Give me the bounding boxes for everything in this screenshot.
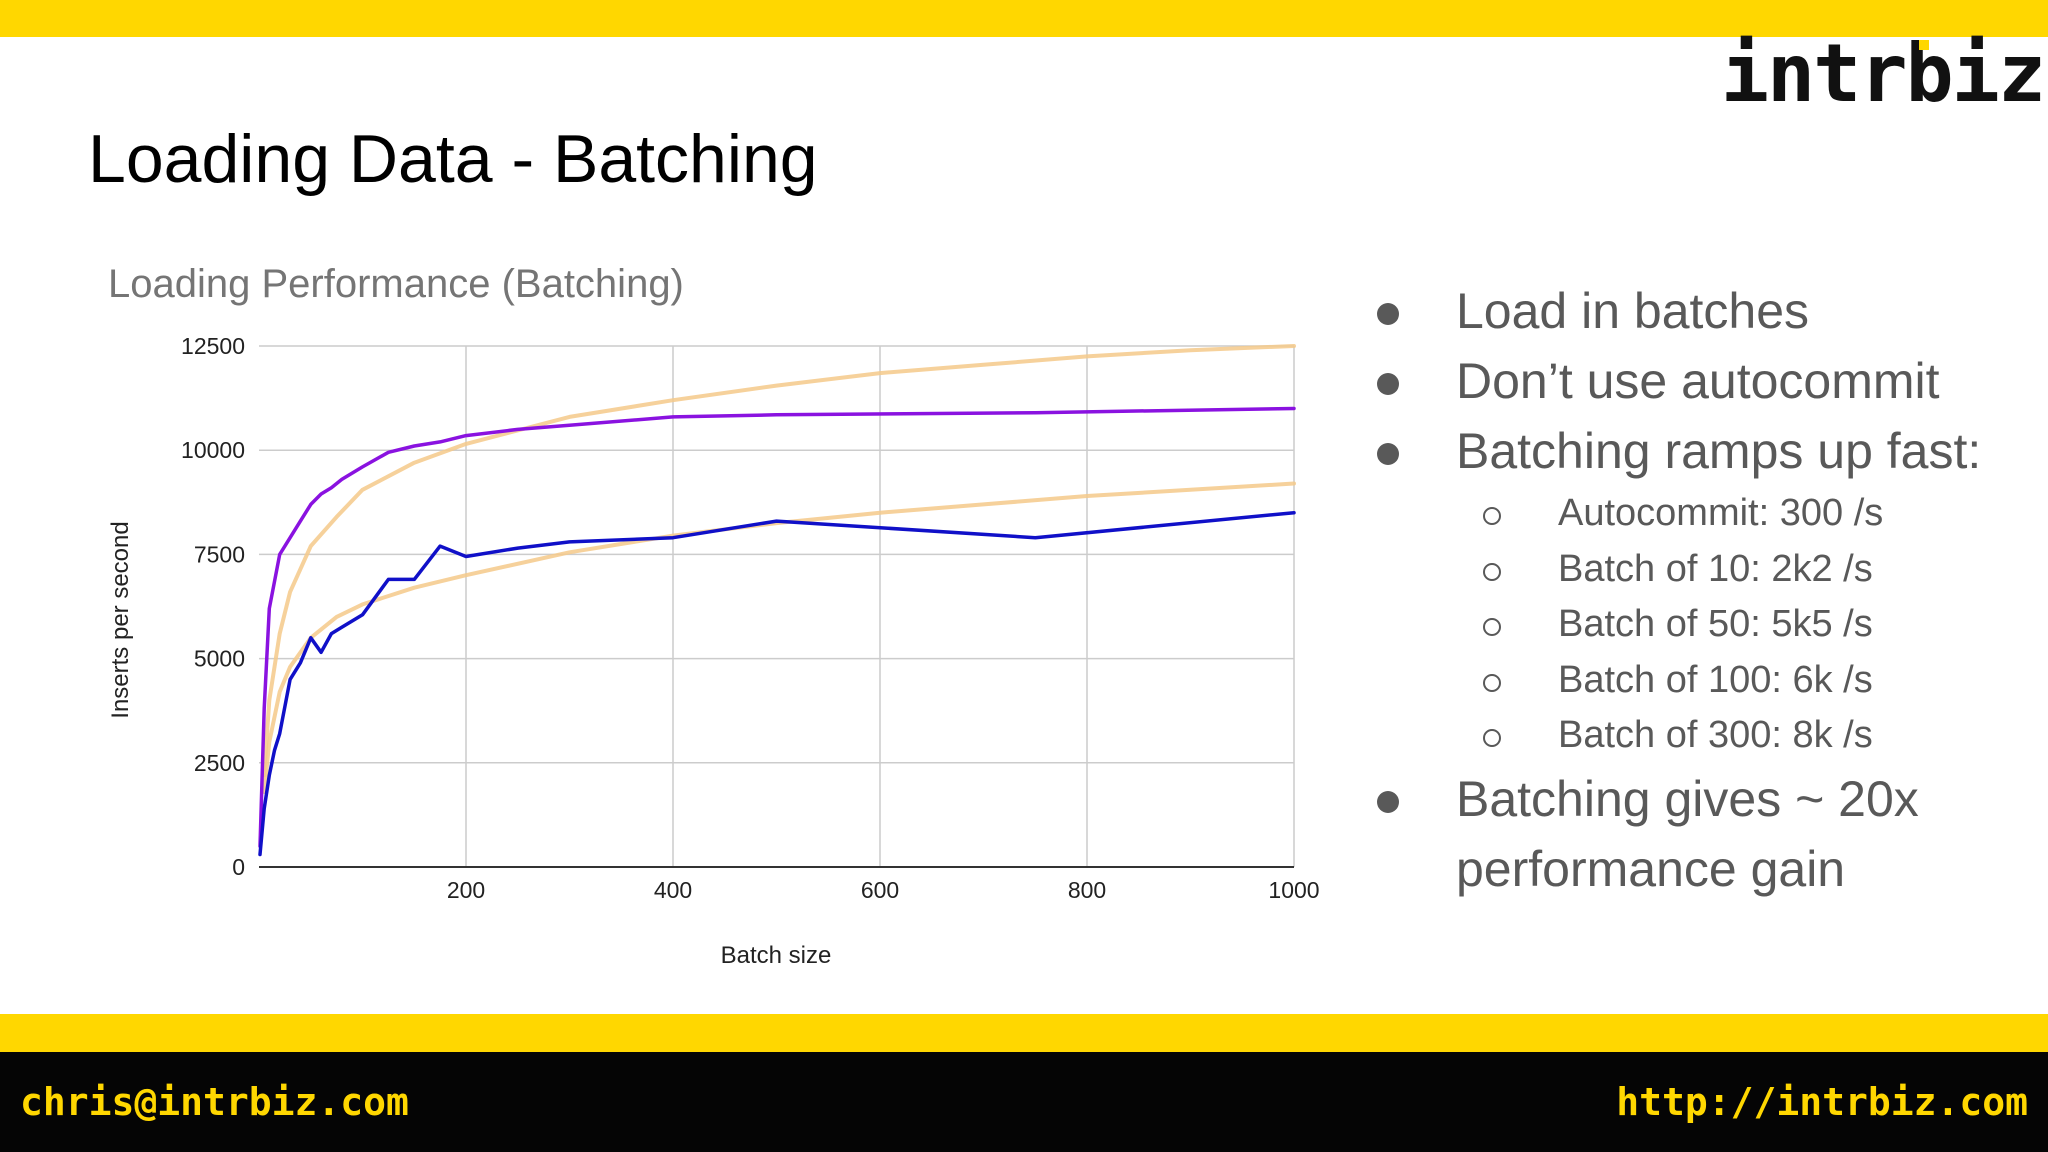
sub-bullet-ring [1483, 618, 1501, 637]
footer-email: chris@intrbiz.com [20, 1080, 409, 1124]
y-tick-label: 12500 [181, 333, 245, 359]
x-tick-label: 400 [654, 877, 692, 903]
bullet-load-in-batches: Load in batches [1370, 276, 2030, 346]
chart-tick-labels: 0 2500 5000 7500 10000 12500 200 400 600 800 1000 [181, 333, 1320, 903]
bullet-dot [1377, 443, 1399, 465]
slide-title: Loading Data - Batching [88, 121, 818, 197]
bullet-text: Don’t use autocommit [1456, 353, 1940, 409]
chart-title: Loading Performance (Batching) [108, 262, 684, 306]
logo-text: intrbiz [1720, 27, 2046, 120]
sub-bullet-autocommit: Autocommit: 300 /s [1370, 486, 2030, 542]
bottom-accent-bar [0, 1014, 2048, 1052]
x-tick-label: 200 [447, 877, 485, 903]
sub-bullet-list: Autocommit: 300 /s Batch of 10: 2k2 /s B… [1370, 486, 2030, 764]
y-tick-label: 5000 [194, 646, 245, 672]
bullet-dot [1377, 373, 1399, 395]
intrbiz-logo: intrbiz [1721, 34, 2046, 114]
x-tick-label: 800 [1068, 877, 1106, 903]
x-tick-label: 1000 [1268, 877, 1319, 903]
bullet-dot [1377, 790, 1399, 813]
data-series-line [258, 510, 1296, 857]
sub-bullet-text: Autocommit: 300 /s [1558, 492, 1884, 534]
y-tick-label: 0 [232, 854, 245, 880]
footer-bar: chris@intrbiz.com http://intrbiz.com [0, 1052, 2048, 1152]
bullet-performance-gain: Batching gives ~ 20x performance gain [1370, 764, 2030, 904]
data-series-line [258, 406, 1296, 848]
bullet-text: Batching ramps up fast: [1456, 423, 1982, 479]
bullet-ramps-up: Batching ramps up fast: [1370, 416, 2030, 486]
sub-bullet-text: Batch of 100: 6k /s [1558, 658, 1873, 701]
sub-bullet-ring [1483, 562, 1501, 581]
trendline-series-line [262, 481, 1296, 794]
logo-accent-dot [1918, 40, 1929, 50]
trendline-series-line [262, 344, 1296, 778]
sub-bullet-text: Batch of 10: 2k2 /s [1558, 547, 1873, 590]
bullet-no-autocommit: Don’t use autocommit [1370, 346, 2030, 416]
bullet-text: Load in batches [1456, 283, 1810, 339]
chart-gridlines [259, 345, 1295, 867]
bullet-text: Batching gives ~ 20x performance gain [1456, 770, 1919, 897]
bullet-list: Load in batches Don’t use autocommit Bat… [1370, 276, 2030, 904]
x-tick-label: 600 [861, 877, 899, 903]
sub-bullet-ring [1483, 507, 1501, 525]
sub-bullet-batch-300: Batch of 300: 8k /s [1370, 708, 2030, 764]
sub-bullet-batch-10: Batch of 10: 2k2 /s [1370, 542, 2030, 598]
sub-bullet-text: Batch of 300: 8k /s [1558, 714, 1873, 757]
bullet-dot [1377, 303, 1399, 325]
sub-bullet-ring [1483, 729, 1501, 748]
y-tick-label: 7500 [194, 541, 245, 567]
footer-url: http://intrbiz.com [1616, 1080, 2028, 1124]
sub-bullet-ring [1483, 673, 1501, 692]
y-tick-label: 10000 [181, 437, 245, 463]
y-tick-label: 2500 [194, 750, 245, 776]
sub-bullet-batch-100: Batch of 100: 6k /s [1370, 653, 2030, 709]
sub-bullet-text: Batch of 50: 5k5 /s [1558, 603, 1873, 646]
x-axis-label: Batch size [721, 942, 832, 969]
sub-bullet-batch-50: Batch of 50: 5k5 /s [1370, 597, 2030, 653]
y-axis-label: Inserts per second [107, 521, 134, 718]
chart-series [258, 344, 1296, 857]
top-accent-bar [0, 0, 2048, 37]
